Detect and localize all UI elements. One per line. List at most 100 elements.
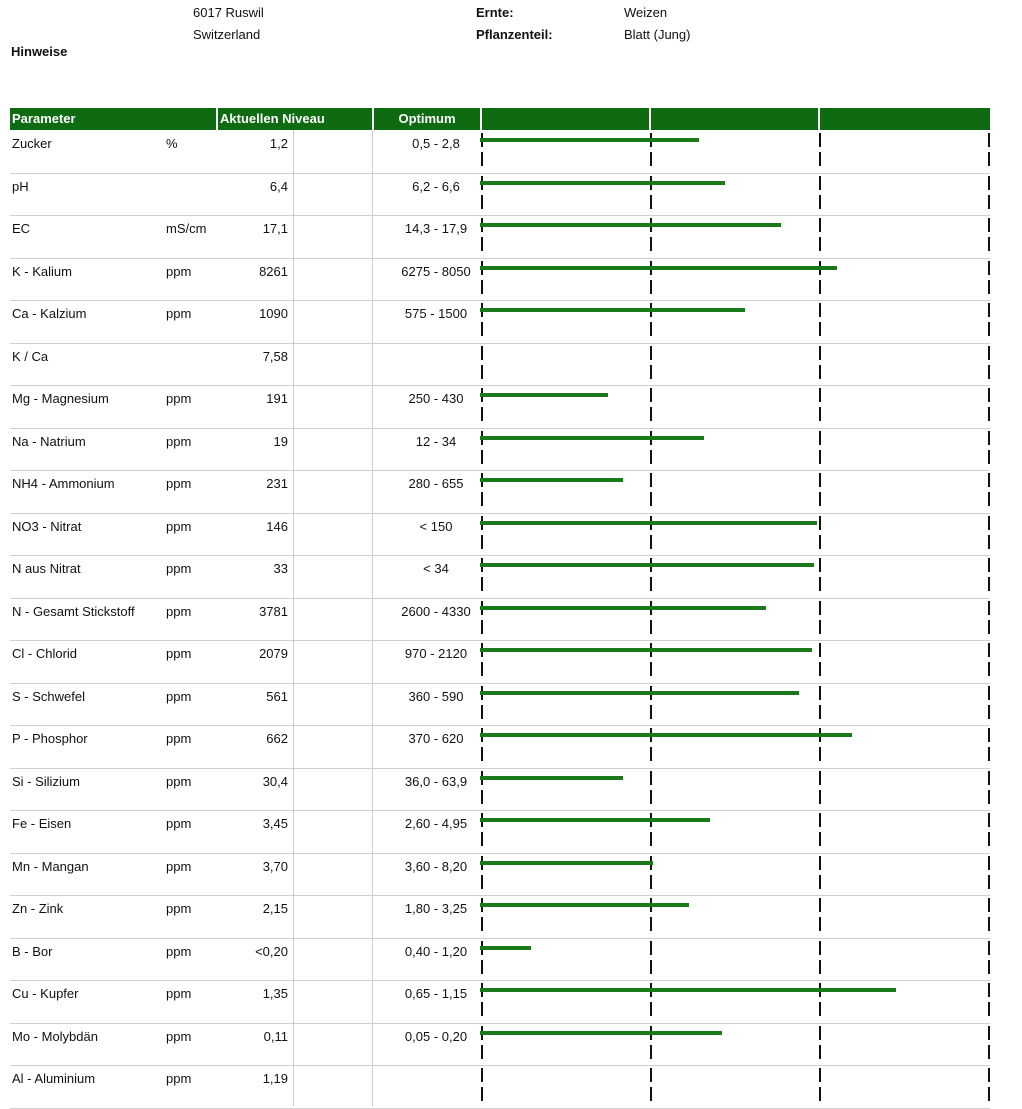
- gauge-tick: [819, 874, 821, 889]
- table-row: B - Bor ppm <0,20 0,40 - 1,20: [10, 938, 990, 981]
- current-level: 1,2: [269, 136, 288, 151]
- gauge-tick: [988, 619, 990, 634]
- gauge-tick: [988, 1068, 990, 1082]
- parameter-name: NH4 - Ammonium: [12, 476, 115, 491]
- gauge-tick: [819, 789, 821, 804]
- parameter-unit: ppm: [166, 773, 192, 789]
- crop-value: Weizen: [624, 5, 668, 20]
- gauge-tick: [819, 917, 821, 931]
- gauge-tick: [481, 194, 483, 209]
- gauge-tick: [650, 1002, 652, 1016]
- gauge-tick: [988, 1044, 990, 1059]
- gauge-tick: [650, 407, 652, 421]
- parameter-unit: ppm: [166, 476, 192, 491]
- current-level: 2,15: [262, 901, 288, 916]
- gauge-tick: [988, 237, 990, 251]
- gauge-tick: [988, 194, 990, 209]
- parameter-name: Si - Silizium: [12, 773, 80, 789]
- gauge-tick: [650, 492, 652, 506]
- table-row: Zn - Zink ppm 2,15 1,80 - 3,25: [10, 895, 990, 939]
- current-level: 3781: [259, 603, 288, 619]
- current-level: 3,70: [262, 858, 288, 874]
- gauge-tick: [819, 619, 821, 634]
- parameter-name: Mo - Molybdän: [12, 1028, 98, 1044]
- gauge-tick: [481, 577, 483, 591]
- gauge-tick: [988, 643, 990, 657]
- gauge-tick: [819, 685, 821, 700]
- gauge-tick: [819, 449, 821, 464]
- parameter-unit: ppm: [166, 306, 192, 321]
- gauge-tick: [988, 534, 990, 549]
- parameter-name: B - Bor: [12, 943, 53, 959]
- gauge-tick: [650, 345, 652, 360]
- gauge-tick: [819, 303, 821, 317]
- current-level: 7,58: [262, 348, 288, 364]
- optimum-range: 360 - 590: [408, 688, 464, 704]
- gauge-tick: [481, 619, 483, 634]
- gauge-tick: [988, 133, 990, 147]
- parameter-unit: %: [166, 136, 178, 151]
- parameter-unit: ppm: [166, 943, 192, 959]
- gauge-tick: [988, 704, 990, 719]
- gauge-tick: [650, 473, 652, 487]
- optimum-range: 1,80 - 3,25: [404, 901, 468, 916]
- parameter-name: P - Phosphor: [12, 731, 88, 746]
- parameter-name: Cl - Chlorid: [12, 646, 78, 661]
- current-level: 662: [266, 731, 288, 746]
- gauge-tick: [988, 577, 990, 591]
- level-bar: [480, 478, 623, 482]
- gauge-tick: [819, 1087, 821, 1101]
- table-row: Fe - Eisen ppm 3,45 2,60 - 4,95: [10, 810, 990, 854]
- gauge-tick: [481, 237, 483, 251]
- gauge-tick: [819, 534, 821, 549]
- table-row: K - Kalium ppm 8261 6275 - 8050: [10, 258, 990, 301]
- optimum-range: 0,5 - 2,8: [412, 136, 460, 151]
- table-row: K / Ca 7,58: [10, 343, 990, 386]
- gauge-tick: [988, 345, 990, 360]
- gauge-tick: [650, 322, 652, 336]
- parameter-name: EC: [12, 221, 31, 236]
- gauge-tick: [650, 704, 652, 719]
- gauge-tick: [988, 175, 990, 190]
- gauge-tick: [650, 940, 652, 955]
- gauge-tick: [988, 917, 990, 931]
- gauge-tick: [988, 279, 990, 294]
- gauge-tick: [988, 662, 990, 676]
- parameter-name: Na - Natrium: [12, 433, 86, 449]
- table-row: Cl - Chlorid ppm 2079 970 - 2120: [10, 640, 990, 684]
- gauge-tick: [988, 685, 990, 700]
- table-row: P - Phosphor ppm 662 370 - 620: [10, 725, 990, 769]
- table-row: Na - Natrium ppm 19 12 - 34: [10, 428, 990, 471]
- level-bar: [480, 223, 781, 227]
- column-header-chart-1: [482, 108, 649, 130]
- gauge-tick: [988, 515, 990, 530]
- gauge-tick: [650, 577, 652, 591]
- gauge-tick: [650, 619, 652, 634]
- table-row: Al - Aluminium ppm 1,19: [10, 1065, 990, 1109]
- parameter-name: Zucker: [12, 136, 52, 151]
- gauge-tick: [819, 194, 821, 209]
- optimum-range: 250 - 430: [408, 391, 464, 406]
- current-level: 1,35: [262, 986, 288, 1001]
- table-row: Si - Silizium ppm 30,4 36,0 - 63,9: [10, 768, 990, 811]
- parameter-name: NO3 - Nitrat: [12, 518, 82, 534]
- current-level: 2079: [259, 646, 288, 661]
- gauge-tick: [988, 492, 990, 506]
- gauge-tick: [819, 279, 821, 294]
- gauge-tick: [819, 704, 821, 719]
- crop-label: Ernte:: [476, 5, 514, 20]
- gauge-tick: [650, 449, 652, 464]
- gauge-tick: [988, 473, 990, 487]
- current-level: 33: [273, 561, 288, 576]
- current-level: 19: [273, 433, 288, 449]
- column-header-optimum: Optimum: [374, 108, 480, 130]
- address-line1: 6017 Ruswil: [193, 5, 264, 20]
- gauge-tick: [819, 1025, 821, 1040]
- optimum-range: 370 - 620: [408, 731, 464, 746]
- gauge-tick: [819, 133, 821, 147]
- gauge-tick: [819, 832, 821, 846]
- parameter-unit: ppm: [166, 688, 192, 704]
- gauge-tick: [819, 600, 821, 615]
- table-row: Ca - Kalzium ppm 1090 575 - 1500: [10, 300, 990, 344]
- level-bar: [480, 563, 814, 567]
